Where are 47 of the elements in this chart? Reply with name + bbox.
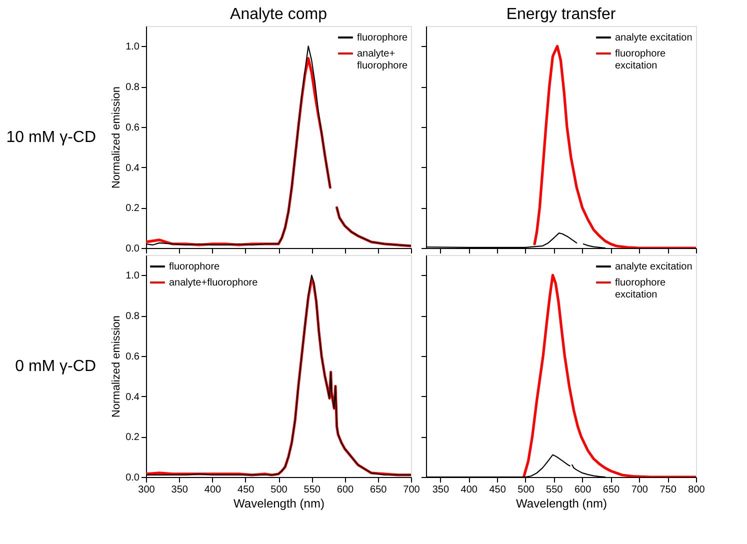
x-tick-label: 750: [660, 484, 677, 496]
x-tick-label: 550: [546, 484, 564, 496]
x-tick-label: 400: [204, 484, 222, 496]
text: 0 mM γ-CD: [15, 358, 96, 375]
x-tick-label: 500: [270, 484, 288, 496]
legend-label: analyte+ fluorophore: [357, 48, 408, 72]
chart-title: Energy transfer: [506, 6, 616, 23]
text: 10 mM γ-CD: [6, 129, 96, 146]
y-tick-label: 0.0: [126, 244, 140, 254]
y-tick-label: 0.6: [126, 122, 140, 134]
legend-label: analyte excitation: [615, 32, 692, 44]
x-tick-label: 600: [336, 484, 354, 496]
x-tick-label: 400: [460, 484, 478, 496]
legend-label: analyte+fluorophore: [169, 278, 258, 288]
x-tick-label: 700: [403, 484, 420, 496]
x-tick-label: 500: [518, 484, 535, 496]
y-tick-label: 1.0: [126, 42, 140, 53]
legend-label: fluorophore excitation: [615, 278, 666, 300]
x-tick-label: 550: [304, 484, 321, 496]
legend-label: fluorophore: [357, 32, 408, 44]
x-tick-label: 350: [432, 484, 450, 496]
legend-label: fluorophore excitation: [615, 48, 666, 72]
chart-title: Analyte comp: [230, 6, 328, 23]
x-axis-title: Wavelength (nm): [516, 496, 607, 510]
y-axis-title: Normalized emission: [110, 315, 123, 418]
x-tick-label: 650: [602, 484, 620, 496]
y-tick-label: 0.8: [126, 82, 140, 94]
legend-label: fluorophore: [169, 262, 220, 272]
y-tick-label: 0.4: [126, 392, 140, 403]
y-axis-title: Normalized emission: [110, 86, 123, 189]
y-tick-label: 0.0: [126, 472, 140, 484]
y-tick-label: 0.2: [126, 432, 140, 444]
y-tick-label: 0.2: [126, 203, 140, 214]
y-tick-label: 1.0: [126, 270, 140, 282]
x-tick-label: 650: [370, 484, 388, 496]
x-tick-label: 800: [688, 484, 706, 496]
y-tick-label: 0.4: [126, 162, 140, 174]
legend-label: analyte excitation: [615, 262, 692, 272]
x-tick-label: 450: [238, 484, 255, 496]
y-tick-label: 0.6: [126, 351, 140, 362]
x-tick-label: 700: [631, 484, 648, 496]
x-tick-label: 350: [171, 484, 188, 496]
x-tick-label: 600: [574, 484, 592, 496]
y-tick-label: 0.8: [126, 311, 140, 322]
x-tick-label: 300: [138, 484, 156, 496]
x-tick-label: 450: [489, 484, 506, 496]
x-axis-title: Wavelength (nm): [234, 496, 324, 510]
